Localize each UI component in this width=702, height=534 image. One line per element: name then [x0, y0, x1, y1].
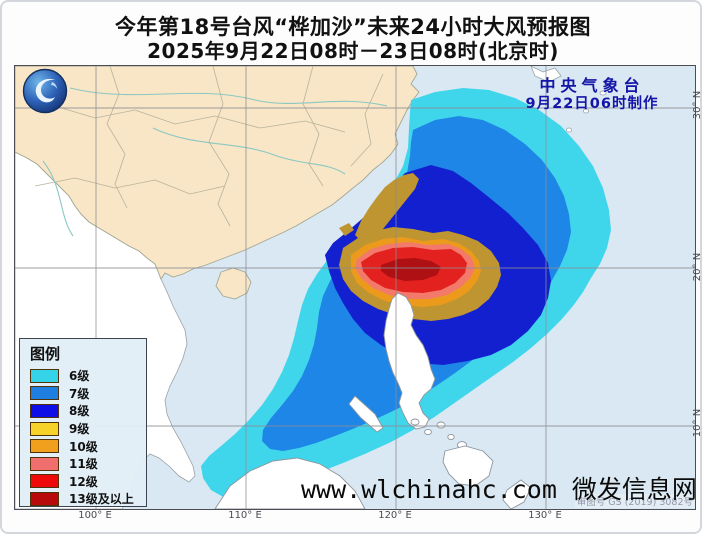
site-watermark: www.wlchinahc.com 微发信息网 [301, 475, 697, 504]
agency-name: 中央气象台 [539, 76, 645, 95]
map-title: 今年第18号台风“桦加沙”未来24小时大风预报图 [114, 15, 592, 39]
legend-row: 6级 [30, 367, 146, 385]
legend-swatch-12 [30, 474, 59, 489]
legend-box: 图例 6级 7级 8级 9级 10级 11级 12级 13级及以上 [19, 338, 147, 507]
island-sulawesi [502, 479, 532, 509]
legend-swatch-7 [30, 386, 59, 401]
legend-swatch-9 [30, 421, 59, 436]
legend-row: 11级 [30, 455, 146, 473]
islands-philippines [214, 292, 532, 509]
lon-label-120e: 120° E [378, 510, 412, 521]
lat-label-20n: 20° N [692, 252, 702, 282]
issue-time: 9月22日06时制作 [525, 96, 659, 112]
island-mindanao [442, 445, 494, 487]
land-hainan [215, 267, 252, 300]
wind-area-level9-patch [339, 223, 354, 236]
legend-label-7: 7级 [69, 386, 90, 401]
lat-label-10n: 10° N [692, 408, 702, 438]
legend-label-6: 6级 [69, 369, 90, 384]
island-palawan [348, 395, 384, 433]
island-borneo [214, 457, 366, 509]
wind-area-level9-taiwan [355, 173, 419, 243]
map-approval-number: 审图号 GS (2019) 3082号 [574, 494, 695, 508]
legend-swatch-6 [30, 368, 59, 383]
legend-label-9: 9级 [69, 422, 90, 437]
legend-label-10: 10级 [69, 439, 98, 454]
lon-label-110e: 110° E [228, 510, 262, 521]
legend-swatch-10 [30, 439, 59, 454]
legend-swatch-13 [30, 491, 59, 506]
issuing-agency-block: 中央气象台 9月22日06时制作 [502, 76, 682, 114]
legend-row: 12级 [30, 473, 146, 491]
lat-label-30n: 30° N [692, 90, 702, 120]
legend-label-11: 11级 [69, 457, 98, 472]
legend-swatch-8 [30, 403, 59, 418]
legend-row: 7级 [30, 385, 146, 403]
lon-label-130e: 130° E [528, 510, 562, 521]
legend-label-12: 12级 [69, 474, 98, 489]
rivers [42, 87, 388, 237]
cma-logo [22, 68, 68, 114]
province-borders [34, 66, 384, 227]
legend-row: 13级及以上 [30, 490, 146, 508]
legend-label-13: 13级及以上 [69, 492, 134, 507]
lon-label-100e: 100° E [78, 510, 112, 521]
legend-row: 10级 [30, 437, 146, 455]
land-china [15, 66, 420, 280]
legend-row: 8级 [30, 402, 146, 420]
legend-title: 图例 [30, 345, 61, 363]
island-luzon [383, 292, 436, 430]
legend-row: 9级 [30, 420, 146, 438]
legend-label-8: 8级 [69, 404, 90, 419]
legend-swatch-11 [30, 456, 59, 471]
grid-lines [15, 66, 695, 509]
map-subtitle-validity: 2025年9月22日08时－23日08时(北京时) [147, 39, 559, 63]
